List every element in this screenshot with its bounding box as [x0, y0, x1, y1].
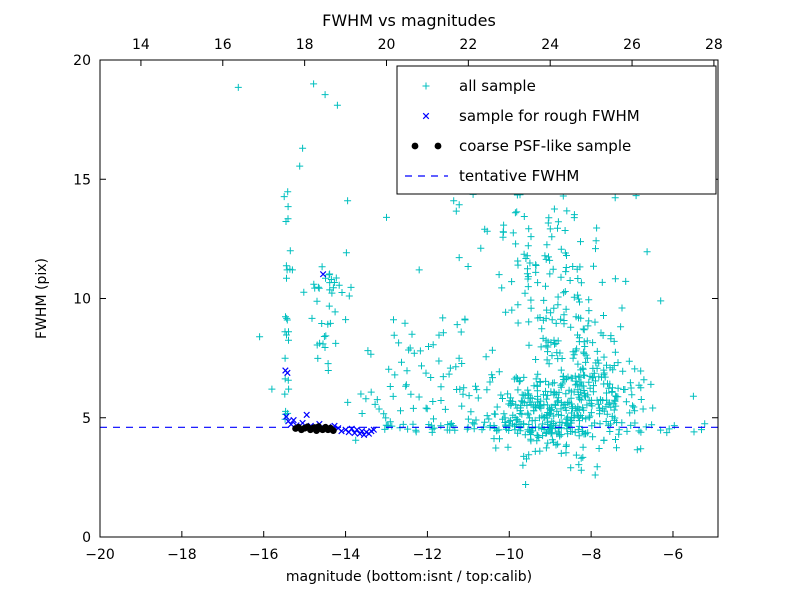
- y-tick-label: 5: [82, 411, 91, 427]
- x-tick-label-bottom: −18: [167, 547, 197, 563]
- x-tick-label-bottom: −20: [85, 547, 115, 563]
- x-tick-label-bottom: −14: [331, 547, 361, 563]
- legend-entry-2: sample for rough FWHM: [422, 107, 640, 125]
- x-tick-label-bottom: −8: [581, 547, 602, 563]
- legend-entry-4: tentative FWHM: [405, 167, 579, 185]
- x-tick-label-bottom: −10: [494, 547, 524, 563]
- legend-entry-3: coarse PSF-like sample: [411, 137, 631, 155]
- series-all-sample: [234, 75, 709, 488]
- x-tick-label-top: 18: [296, 37, 314, 53]
- legend-label: coarse PSF-like sample: [459, 137, 631, 155]
- x-tick-label-top: 26: [623, 37, 641, 53]
- legend: all sample sample for rough FWHM coarse PS…: [396, 65, 717, 195]
- y-tick-label: 15: [73, 172, 91, 188]
- y-tick-label: 10: [73, 292, 91, 308]
- x-tick-label-top: 22: [459, 37, 477, 53]
- y-axis-label: FWHM (pix): [34, 258, 50, 339]
- x-tick-label-top: 24: [541, 37, 559, 53]
- x-tick-label-bottom: −12: [413, 547, 443, 563]
- legend-label: tentative FWHM: [459, 167, 579, 185]
- series-psf-like: [292, 423, 337, 434]
- x-tick-label-top: 16: [214, 37, 232, 53]
- x-tick-label-bottom: −16: [249, 547, 279, 563]
- y-tick-label: 20: [73, 53, 91, 69]
- legend-label: all sample: [459, 77, 536, 95]
- x-tick-label-top: 14: [132, 37, 150, 53]
- x-tick-label-top: 28: [705, 37, 723, 53]
- tick-labels: −20 −18 −16 −14 −12 −10 −8 −6 14 16 18 20 22 24 26 28 0 5…: [73, 37, 723, 563]
- legend-box: [396, 65, 717, 195]
- axis-ticks: [99, 59, 718, 538]
- legend-entry-1: all sample: [422, 77, 536, 95]
- x-axis-label: magnitude (bottom:isnt / top:calib): [286, 569, 532, 585]
- legend-label: sample for rough FWHM: [459, 107, 640, 125]
- x-tick-label-top: 20: [378, 37, 396, 53]
- y-tick-label: 0: [82, 530, 91, 546]
- chart-title: FWHM vs magnitudes: [322, 11, 496, 30]
- x-tick-label-bottom: −6: [663, 547, 684, 563]
